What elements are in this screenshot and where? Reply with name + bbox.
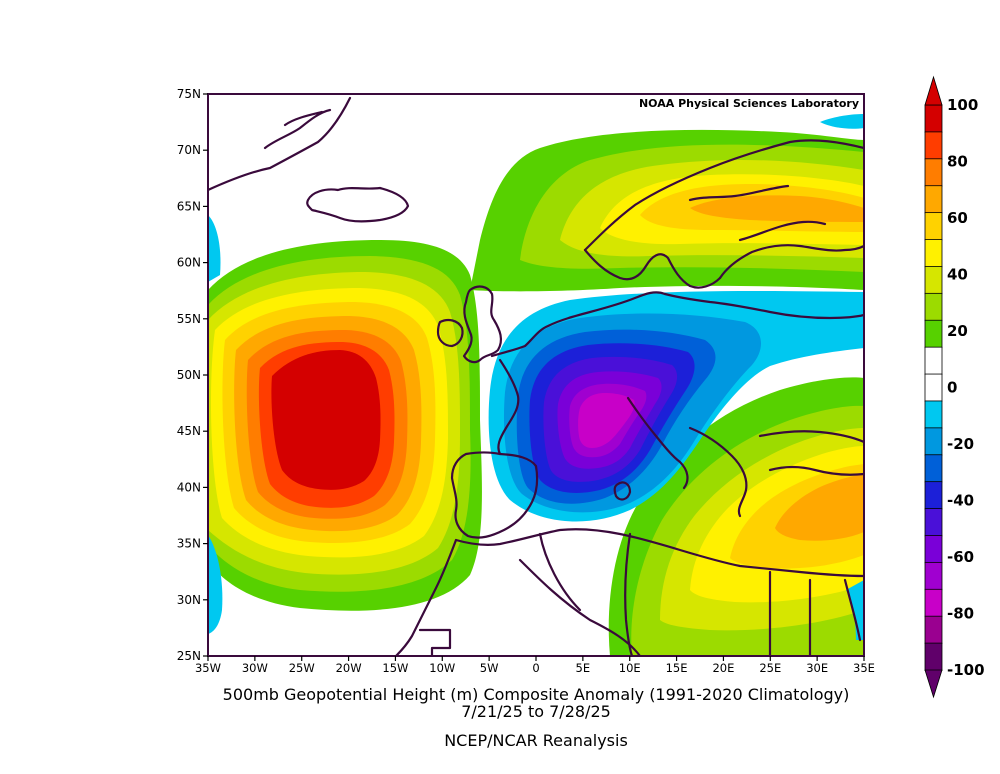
colorbar-label: -100: [947, 661, 985, 679]
lat-tick-label: 45N: [177, 424, 201, 438]
colorbar-segment: [924, 642, 943, 671]
colorbar-segment: [924, 588, 943, 618]
lat-tick-label: 35N: [177, 537, 201, 551]
colorbar-segment: [924, 454, 943, 483]
lon-tick-label: 5E: [576, 661, 591, 675]
colorbar-segment: [924, 615, 943, 644]
lon-tick-label: 30W: [242, 661, 268, 675]
colorbar-segment: [924, 481, 943, 510]
lat-tick-label: 60N: [177, 256, 201, 270]
lon-tick-label: 25W: [289, 661, 315, 675]
lon-tick-label: 15W: [382, 661, 408, 675]
colorbar-segment: [924, 427, 943, 456]
ridge-atlantic-contours: [208, 240, 482, 611]
colorbar-label: 60: [947, 209, 968, 227]
lon-tick-label: 25E: [759, 661, 781, 675]
colorbar-segment: [924, 346, 943, 375]
lat-tick-label: 25N: [177, 649, 201, 663]
colorbar-segment: [924, 292, 943, 322]
colorbar-segment: [924, 158, 943, 187]
colorbar-segment: [924, 561, 943, 591]
trough-france-contours: [488, 290, 864, 522]
lon-tick-label: 0: [532, 661, 539, 675]
colorbar-segment: [924, 104, 943, 133]
ridge-scandinavia-contours: [470, 129, 864, 292]
credit-box: [600, 95, 862, 113]
lat-tick-label: 50N: [177, 368, 201, 382]
colorbar-segment: [924, 212, 943, 241]
lon-tick-label: 35E: [853, 661, 875, 675]
colorbar-segment: [924, 131, 943, 160]
colorbar-label: -20: [947, 435, 974, 453]
colorbar-label: -80: [947, 605, 974, 623]
colorbar-segment: [924, 319, 943, 349]
colorbar-segment: [924, 373, 943, 402]
title-line-2: 7/21/25 to 7/28/25: [461, 702, 611, 721]
lat-tick-label: 40N: [177, 480, 201, 494]
colorbar-segment: [924, 185, 943, 214]
colorbar: 100 80 60 40 20 0 -20 -40 -60 -80 -100: [924, 75, 985, 699]
longitude-axis: 35W 30W 25W 20W 15W 10W 5W 0 5E 10E 15E 20E 25E 30E 35…: [195, 656, 875, 675]
colorbar-label: 80: [947, 153, 968, 171]
latitude-axis: 75N 70N 65N 60N 55N 50N 45N 40N 35N 30N 25N: [177, 87, 208, 663]
lat-tick-label: 55N: [177, 312, 201, 326]
colorbar-segment: [924, 400, 943, 429]
coastlines: [208, 96, 864, 656]
colorbar-label: -60: [947, 548, 974, 566]
lat-tick-label: 70N: [177, 143, 201, 157]
lon-tick-label: 30E: [806, 661, 828, 675]
colorbar-label: 0: [947, 379, 957, 397]
credit-label: NOAA Physical Sciences Laboratory: [639, 97, 859, 110]
colorbar-segment: [924, 239, 943, 268]
title-line-3: NCEP/NCAR Reanalysis: [444, 731, 628, 750]
colorbar-bottom-arrow: [924, 669, 943, 699]
contour-fill-layer: [208, 114, 864, 656]
lon-tick-label: 10W: [429, 661, 455, 675]
lon-tick-label: 20W: [336, 661, 362, 675]
colorbar-label: 20: [947, 322, 968, 340]
lon-tick-label: 35W: [195, 661, 221, 675]
colorbar-label: 40: [947, 266, 968, 284]
lon-tick-label: 15E: [666, 661, 688, 675]
lat-tick-label: 65N: [177, 199, 201, 213]
lon-tick-label: 20E: [712, 661, 734, 675]
ridge-mediterranean-contours: [608, 377, 864, 656]
lat-tick-label: 30N: [177, 593, 201, 607]
colorbar-label: 100: [947, 96, 978, 114]
colorbar-segment: [924, 508, 943, 537]
lon-tick-label: 10E: [619, 661, 641, 675]
colorbar-top-arrow: [924, 75, 943, 106]
lat-tick-label: 75N: [177, 87, 201, 101]
colorbar-segment: [924, 266, 943, 295]
colorbar-label: -40: [947, 492, 974, 510]
title-line-1: 500mb Geopotential Height (m) Composite …: [223, 685, 850, 704]
colorbar-segment: [924, 535, 943, 564]
lon-tick-label: 5W: [480, 661, 499, 675]
